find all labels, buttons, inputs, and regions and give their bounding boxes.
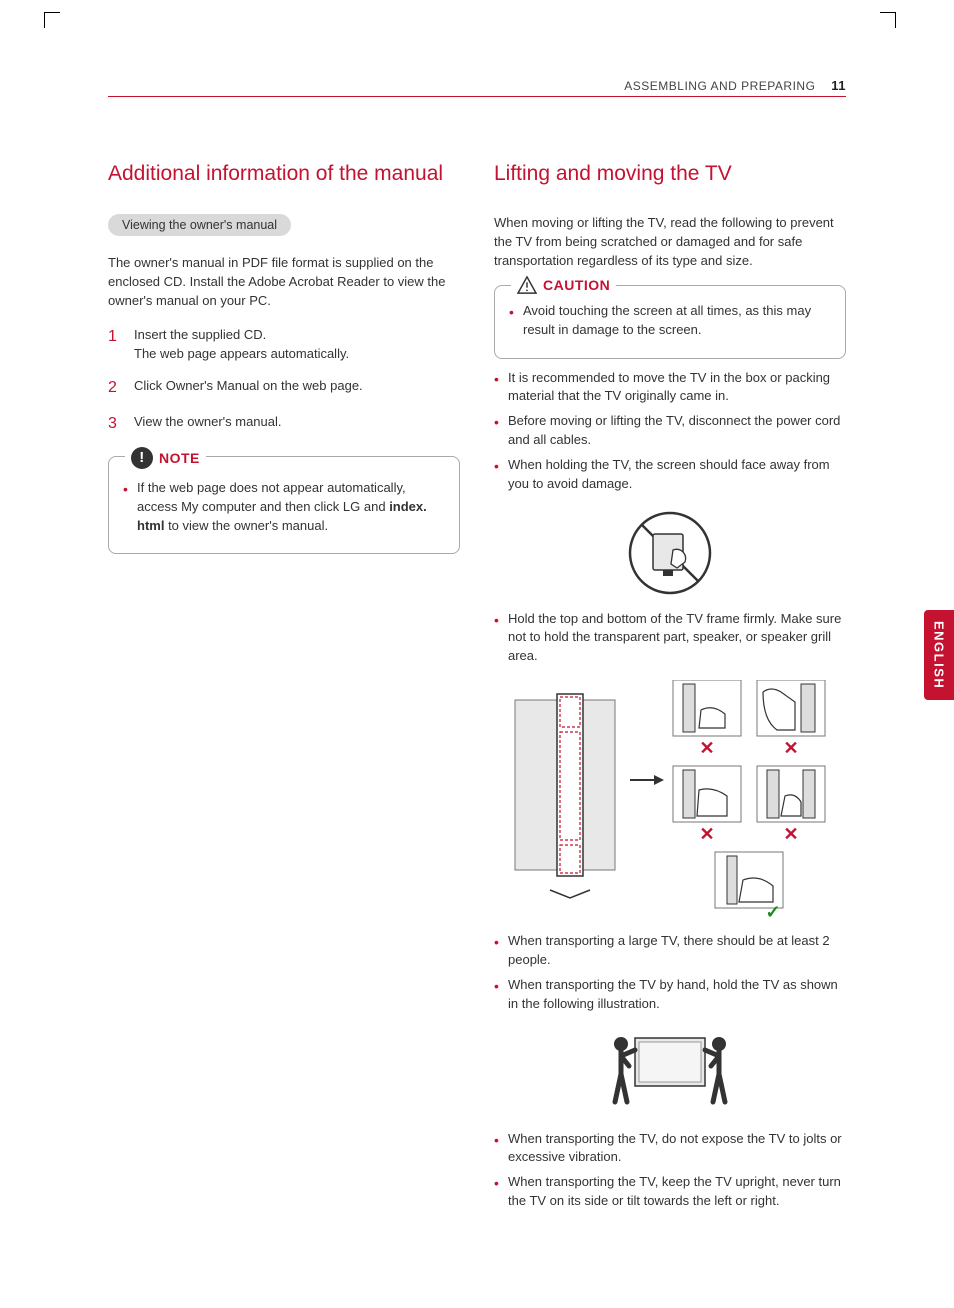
note-callout: ! NOTE If the web page does not appear a…	[108, 456, 460, 555]
list-item: Hold the top and bottom of the TV frame …	[494, 610, 846, 667]
step-number: 3	[108, 412, 120, 436]
bullet-list: Hold the top and bottom of the TV frame …	[494, 610, 846, 667]
page: ASSEMBLING AND PREPARING 11 ENGLISH Addi…	[0, 0, 954, 1308]
step-number: 2	[108, 376, 120, 400]
svg-text:✕: ✕	[699, 738, 714, 758]
subheading-pill: Viewing the owner's manual	[108, 214, 291, 236]
running-header: ASSEMBLING AND PREPARING 11	[624, 78, 846, 93]
note-item: If the web page does not appear automati…	[123, 479, 445, 536]
figure-holding-grid: ✕ ✕ ✕	[494, 680, 846, 920]
caution-icon	[517, 276, 537, 294]
note-label: ! NOTE	[125, 447, 206, 469]
header-rule	[108, 96, 846, 97]
crop-mark	[44, 12, 60, 28]
svg-text:✓: ✓	[765, 902, 780, 920]
section-name: ASSEMBLING AND PREPARING	[624, 79, 815, 93]
left-column: Additional information of the manual Vie…	[108, 160, 460, 1225]
caution-label: CAUTION	[511, 276, 616, 294]
step-text: View the owner's manual.	[134, 412, 282, 436]
list-item: It is recommended to move the TV in the …	[494, 369, 846, 407]
list-item: When transporting the TV, do not expose …	[494, 1130, 846, 1168]
figure-no-touch	[494, 508, 846, 598]
content-area: Additional information of the manual Vie…	[108, 160, 846, 1225]
list-item: When holding the TV, the screen should f…	[494, 456, 846, 494]
crop-mark	[880, 12, 896, 28]
step-item: 3 View the owner's manual.	[108, 412, 460, 436]
step-number: 1	[108, 325, 120, 364]
svg-text:✕: ✕	[699, 824, 714, 844]
bullet-list: When transporting the TV, do not expose …	[494, 1130, 846, 1211]
page-number: 11	[831, 78, 846, 93]
list-item: When transporting the TV by hand, hold t…	[494, 976, 846, 1014]
bullet-list: It is recommended to move the TV in the …	[494, 369, 846, 494]
bullet-list: When transporting a large TV, there shou…	[494, 932, 846, 1013]
step-item: 1 Insert the supplied CD. The web page a…	[108, 325, 460, 364]
list-item: When transporting a large TV, there shou…	[494, 932, 846, 970]
step-item: 2 Click Owner's Manual on the web page.	[108, 376, 460, 400]
intro-paragraph: The owner's manual in PDF file format is…	[108, 254, 460, 311]
svg-text:✕: ✕	[783, 738, 798, 758]
heading-lifting: Lifting and moving the TV	[494, 160, 846, 188]
step-text: Insert the supplied CD. The web page app…	[134, 325, 349, 364]
heading-additional-info: Additional information of the manual	[108, 160, 460, 188]
intro-paragraph: When moving or lifting the TV, read the …	[494, 214, 846, 271]
steps-list: 1 Insert the supplied CD. The web page a…	[108, 325, 460, 436]
list-item: When transporting the TV, keep the TV up…	[494, 1173, 846, 1211]
svg-text:✕: ✕	[783, 824, 798, 844]
list-item: Before moving or lifting the TV, disconn…	[494, 412, 846, 450]
figure-two-people	[494, 1028, 846, 1118]
right-column: Lifting and moving the TV When moving or…	[494, 160, 846, 1225]
caution-callout: CAUTION Avoid touching the screen at all…	[494, 285, 846, 359]
note-icon: !	[131, 447, 153, 469]
step-text: Click Owner's Manual on the web page.	[134, 376, 363, 400]
language-tab: ENGLISH	[924, 610, 954, 700]
caution-item: Avoid touching the screen at all times, …	[509, 302, 831, 340]
